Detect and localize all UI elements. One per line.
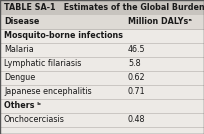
Text: Mosquito-borne infections: Mosquito-borne infections <box>4 31 123 40</box>
Text: Million DALYsᵃ: Million DALYsᵃ <box>128 18 192 27</box>
Text: 0.48: 0.48 <box>128 116 145 124</box>
Text: TABLE SA-1   Estimates of the Global Burden of Disease Ca: TABLE SA-1 Estimates of the Global Burde… <box>4 3 204 12</box>
Text: 46.5: 46.5 <box>128 46 146 55</box>
Text: Disease: Disease <box>4 18 39 27</box>
Text: Onchocerciasis: Onchocerciasis <box>4 116 65 124</box>
Text: Others ᵇ: Others ᵇ <box>4 101 41 111</box>
Bar <box>0 29 204 134</box>
Text: Japanese encephalitis: Japanese encephalitis <box>4 88 92 96</box>
Text: Malaria: Malaria <box>4 46 34 55</box>
Text: 0.71: 0.71 <box>128 88 146 96</box>
Text: 0.62: 0.62 <box>128 74 146 83</box>
Bar <box>0 15 204 29</box>
Text: 5.8: 5.8 <box>128 59 141 68</box>
Text: Dengue: Dengue <box>4 74 35 83</box>
Bar <box>0 0 204 15</box>
Text: Lymphatic filariasis: Lymphatic filariasis <box>4 59 81 68</box>
